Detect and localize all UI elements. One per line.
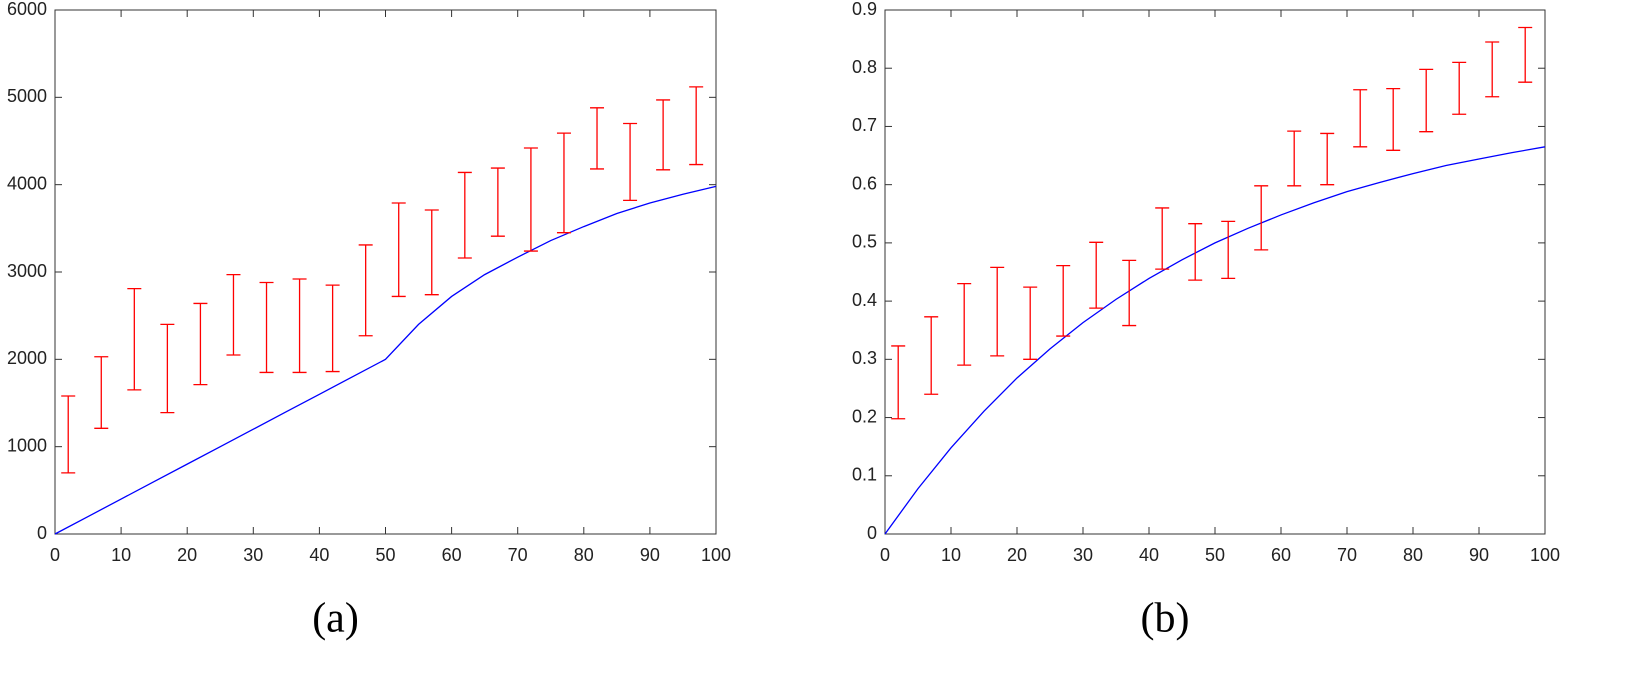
error-bar [1056, 264, 1071, 337]
error-bar [193, 302, 208, 386]
x-tick-label: 100 [701, 545, 731, 565]
y-tick-label: 0.7 [852, 115, 877, 135]
x-tick-label: 30 [1073, 545, 1093, 565]
error-bar [1089, 241, 1104, 309]
error-bar [623, 122, 638, 202]
error-bar [689, 86, 704, 166]
error-bar [1023, 286, 1038, 360]
error-bar [1386, 87, 1401, 151]
x-tick-label: 0 [880, 545, 890, 565]
error-bar [127, 287, 142, 391]
plot-frame [884, 9, 1546, 535]
error-bar [1353, 89, 1368, 148]
y-tick-label: 6000 [7, 0, 47, 19]
error-bar [424, 209, 439, 296]
error-bar [1518, 26, 1533, 83]
y-tick-label: 0.9 [852, 0, 877, 19]
x-tick-label: 50 [1205, 545, 1225, 565]
caption: (b) [1141, 596, 1190, 642]
error-bar [160, 323, 175, 414]
error-bar [1485, 41, 1500, 98]
y-tick-label: 0.4 [852, 290, 877, 310]
error-bar [1452, 61, 1467, 115]
x-tick-label: 20 [1007, 545, 1027, 565]
x-tick-label: 90 [640, 545, 660, 565]
error-bar [1221, 220, 1236, 280]
x-tick-label: 50 [375, 545, 395, 565]
y-tick-label: 1000 [7, 435, 47, 455]
x-tick-label: 0 [50, 545, 60, 565]
y-tick-label: 0 [867, 523, 877, 543]
error-bar [1419, 68, 1434, 133]
error-bar [1155, 207, 1170, 270]
error-bar [656, 99, 671, 171]
error-bar [391, 202, 406, 298]
x-tick-label: 40 [1139, 545, 1159, 565]
error-bar [94, 356, 109, 429]
y-tick-label: 0.8 [852, 57, 877, 77]
x-tick-label: 30 [243, 545, 263, 565]
y-tick-label: 3000 [7, 261, 47, 281]
x-tick-label: 80 [1403, 545, 1423, 565]
y-tick-label: 0.3 [852, 348, 877, 368]
y-tick-label: 2000 [7, 348, 47, 368]
caption: (a) [312, 596, 359, 642]
y-tick-label: 0 [37, 523, 47, 543]
y-tick-label: 0.1 [852, 465, 877, 485]
x-tick-label: 100 [1530, 545, 1560, 565]
error-bar [590, 107, 605, 170]
x-tick-label: 60 [1271, 545, 1291, 565]
error-bar [1320, 132, 1335, 186]
x-tick-label: 80 [574, 545, 594, 565]
error-bar [523, 147, 538, 252]
error-bar [259, 281, 274, 374]
error-bar [1122, 259, 1137, 327]
x-tick-label: 90 [1469, 545, 1489, 565]
plot-frame [54, 9, 717, 535]
y-tick-label: 4000 [7, 173, 47, 193]
error-bar [457, 171, 472, 259]
x-tick-label: 70 [1337, 545, 1357, 565]
error-bar [990, 266, 1005, 357]
error-bar [1254, 185, 1269, 251]
error-bar [1188, 223, 1203, 281]
error-bar [924, 316, 939, 395]
error-bar [358, 244, 373, 337]
error-bar [490, 167, 505, 237]
x-tick-label: 70 [508, 545, 528, 565]
x-tick-label: 10 [941, 545, 961, 565]
error-bar [1287, 130, 1302, 187]
error-bar [556, 132, 571, 234]
y-tick-label: 5000 [7, 86, 47, 106]
error-bar [292, 278, 307, 374]
y-tick-label: 0.6 [852, 173, 877, 193]
error-bar [325, 284, 340, 373]
x-tick-label: 20 [177, 545, 197, 565]
y-tick-label: 0.5 [852, 232, 877, 252]
error-bar [226, 273, 241, 356]
line [884, 146, 1546, 535]
error-bar [61, 395, 76, 474]
x-tick-label: 40 [309, 545, 329, 565]
error-bar [891, 345, 906, 420]
error-bar [957, 282, 972, 366]
y-tick-label: 0.2 [852, 406, 877, 426]
line [54, 185, 717, 535]
x-tick-label: 60 [442, 545, 462, 565]
x-tick-label: 10 [111, 545, 131, 565]
